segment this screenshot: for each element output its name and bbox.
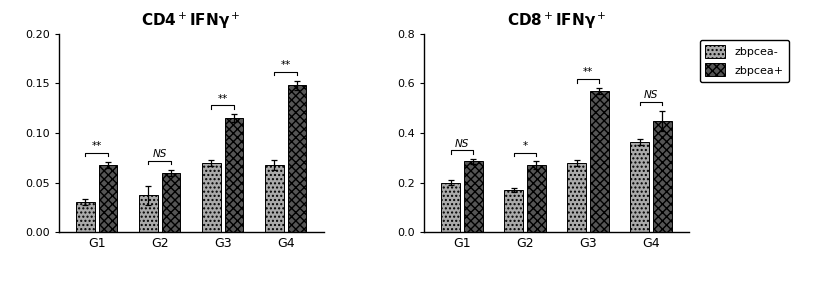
Text: NS: NS [643,90,659,100]
Legend: zbpcea-, zbpcea+: zbpcea-, zbpcea+ [700,40,789,82]
Bar [630,142,649,232]
Text: NS: NS [454,138,469,149]
Text: NS: NS [152,149,167,159]
Bar [590,91,609,232]
Text: **: ** [281,60,291,70]
Bar [98,165,118,232]
Title: CD4$^+$IFNγ$^+$: CD4$^+$IFNγ$^+$ [141,10,241,31]
Bar [161,173,181,232]
Title: CD8$^+$IFNγ$^+$: CD8$^+$IFNγ$^+$ [507,10,606,31]
Bar [441,183,460,232]
Bar [527,165,546,232]
Bar [224,118,244,232]
Bar [76,202,95,232]
Bar [202,163,221,232]
Text: **: ** [218,94,228,104]
Text: **: ** [92,141,102,151]
Bar [653,121,672,232]
Bar [139,195,158,232]
Text: **: ** [583,67,593,78]
Bar [265,165,284,232]
Text: *: * [522,141,528,151]
Bar [567,163,586,232]
Bar [287,85,307,232]
Bar [464,162,483,232]
Bar [504,190,523,232]
